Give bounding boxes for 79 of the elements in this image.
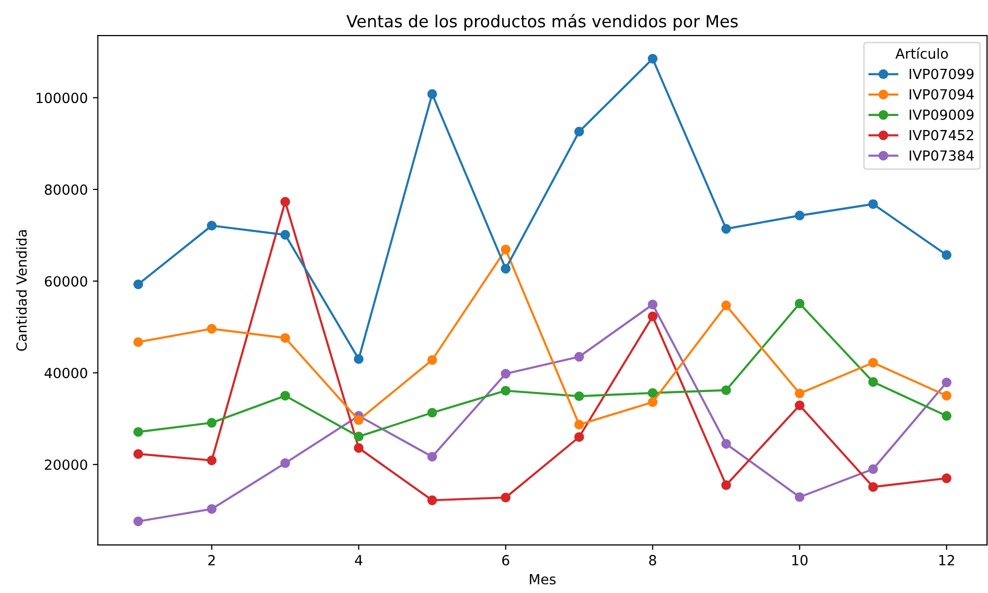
point bbox=[500, 492, 511, 502]
legend-label: IVP09009 bbox=[910, 109, 974, 120]
point bbox=[206, 220, 217, 230]
point bbox=[794, 492, 804, 502]
point bbox=[794, 298, 804, 308]
point bbox=[280, 458, 290, 468]
point bbox=[206, 456, 217, 466]
point bbox=[280, 196, 290, 207]
point bbox=[794, 388, 804, 398]
point bbox=[133, 449, 144, 459]
x-tick-label: 12 bbox=[939, 554, 954, 566]
x-tick-label: 6 bbox=[502, 554, 510, 566]
point bbox=[648, 312, 658, 322]
point bbox=[206, 324, 217, 334]
point bbox=[280, 333, 290, 343]
x-tick-label: 10 bbox=[792, 554, 808, 566]
point bbox=[574, 432, 584, 442]
point bbox=[648, 300, 658, 310]
x-axis-title: Mes bbox=[530, 574, 556, 584]
point bbox=[206, 418, 217, 428]
point bbox=[574, 420, 584, 430]
x-tick-label: 2 bbox=[208, 554, 215, 566]
point bbox=[942, 411, 952, 421]
point bbox=[721, 300, 731, 310]
point bbox=[868, 464, 878, 474]
point bbox=[794, 210, 804, 220]
point bbox=[354, 432, 364, 442]
point bbox=[500, 244, 511, 254]
point bbox=[868, 358, 878, 368]
legend-label: IVP07094 bbox=[910, 89, 974, 100]
x-tick-label: 4 bbox=[354, 555, 362, 566]
point bbox=[868, 482, 878, 492]
point bbox=[942, 250, 952, 260]
point bbox=[942, 390, 952, 401]
y-tick-label: 20000 bbox=[44, 459, 88, 470]
chart-title: Ventas de los productos más vendidos por Mes bbox=[346, 14, 738, 31]
point bbox=[648, 54, 658, 64]
legend-title: Artículo bbox=[895, 48, 948, 59]
x-tick-label: 8 bbox=[649, 554, 656, 566]
point bbox=[721, 480, 731, 490]
point bbox=[354, 415, 364, 425]
point bbox=[868, 199, 878, 209]
point bbox=[942, 473, 952, 484]
point bbox=[648, 388, 658, 398]
point bbox=[427, 408, 438, 418]
y-tick-label: 100000 bbox=[36, 92, 88, 104]
point bbox=[133, 427, 144, 437]
point bbox=[574, 126, 584, 136]
point bbox=[574, 352, 584, 362]
point bbox=[721, 224, 731, 234]
legend-label: IVP07384 bbox=[910, 150, 974, 161]
point bbox=[427, 495, 438, 506]
point bbox=[133, 337, 144, 347]
legend-label: IVP07099 bbox=[910, 68, 974, 80]
point bbox=[280, 230, 290, 240]
point bbox=[206, 504, 217, 514]
point bbox=[574, 391, 584, 402]
y-tick-label: 80000 bbox=[44, 184, 88, 195]
y-tick-label: 40000 bbox=[44, 368, 88, 378]
legend-label: IVP07452 bbox=[910, 130, 974, 140]
point bbox=[354, 443, 364, 453]
point bbox=[794, 400, 804, 410]
point bbox=[133, 279, 144, 290]
y-tick-label: 60000 bbox=[44, 276, 88, 287]
point bbox=[280, 390, 290, 401]
point bbox=[648, 397, 658, 408]
point bbox=[500, 264, 511, 274]
point bbox=[721, 439, 731, 449]
point bbox=[942, 378, 952, 388]
point bbox=[721, 385, 731, 396]
point bbox=[868, 377, 878, 387]
point bbox=[427, 355, 438, 365]
point bbox=[354, 354, 364, 364]
point bbox=[427, 452, 438, 462]
point bbox=[500, 368, 511, 379]
point bbox=[427, 89, 438, 99]
point bbox=[500, 386, 511, 396]
point bbox=[133, 516, 144, 526]
y-axis-title: Cantidad Vendida bbox=[16, 230, 27, 351]
